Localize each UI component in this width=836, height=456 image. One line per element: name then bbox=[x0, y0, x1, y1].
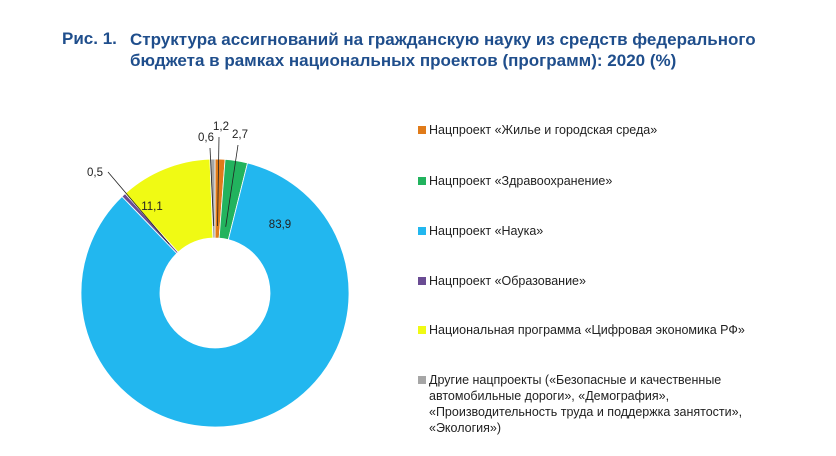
data-label: 0,6 bbox=[198, 132, 214, 144]
data-label: 83,9 bbox=[269, 219, 291, 231]
legend-swatch bbox=[418, 277, 426, 285]
legend-item: Другие нацпроекты («Безопасные и качеств… bbox=[418, 372, 749, 436]
figure-title: Структура ассигнований на гражданскую на… bbox=[130, 30, 756, 70]
data-label: 11,1 bbox=[141, 201, 163, 213]
legend-swatch bbox=[418, 177, 426, 185]
data-label: 1,2 bbox=[213, 121, 229, 133]
legend-item: Нацпроект «Жилье и городская среда» bbox=[418, 122, 749, 138]
legend-item: Нацпроект «Образование» bbox=[418, 273, 749, 289]
pie-slice bbox=[80, 162, 350, 428]
legend-item: Нацпроект «Здравоохранение» bbox=[418, 173, 749, 189]
leader-line bbox=[225, 144, 239, 227]
leader-line bbox=[209, 147, 215, 227]
legend-label: Нацпроект «Здравоохранение» bbox=[429, 174, 613, 188]
leader-line bbox=[107, 171, 170, 245]
legend-swatch bbox=[418, 376, 426, 384]
legend-label: Другие нацпроекты («Безопасные и качеств… bbox=[429, 373, 743, 435]
legend-label: Нацпроект «Образование» bbox=[429, 274, 586, 288]
legend-swatch bbox=[418, 227, 426, 235]
legend-label: Нацпроект «Наука» bbox=[429, 224, 544, 238]
figure-label: Рис. 1. bbox=[62, 29, 117, 48]
leader-line bbox=[217, 136, 220, 227]
legend-label: Нацпроект «Жилье и городская среда» bbox=[429, 123, 658, 137]
data-label: 2,7 bbox=[232, 129, 248, 141]
legend-item: Национальная программа «Цифровая экономи… bbox=[418, 322, 749, 338]
legend-item: Нацпроект «Наука» bbox=[418, 223, 749, 239]
legend-swatch bbox=[418, 326, 426, 334]
legend-swatch bbox=[418, 126, 426, 134]
legend-label: Национальная программа «Цифровая экономи… bbox=[429, 323, 745, 337]
data-label: 0,5 bbox=[87, 167, 103, 179]
